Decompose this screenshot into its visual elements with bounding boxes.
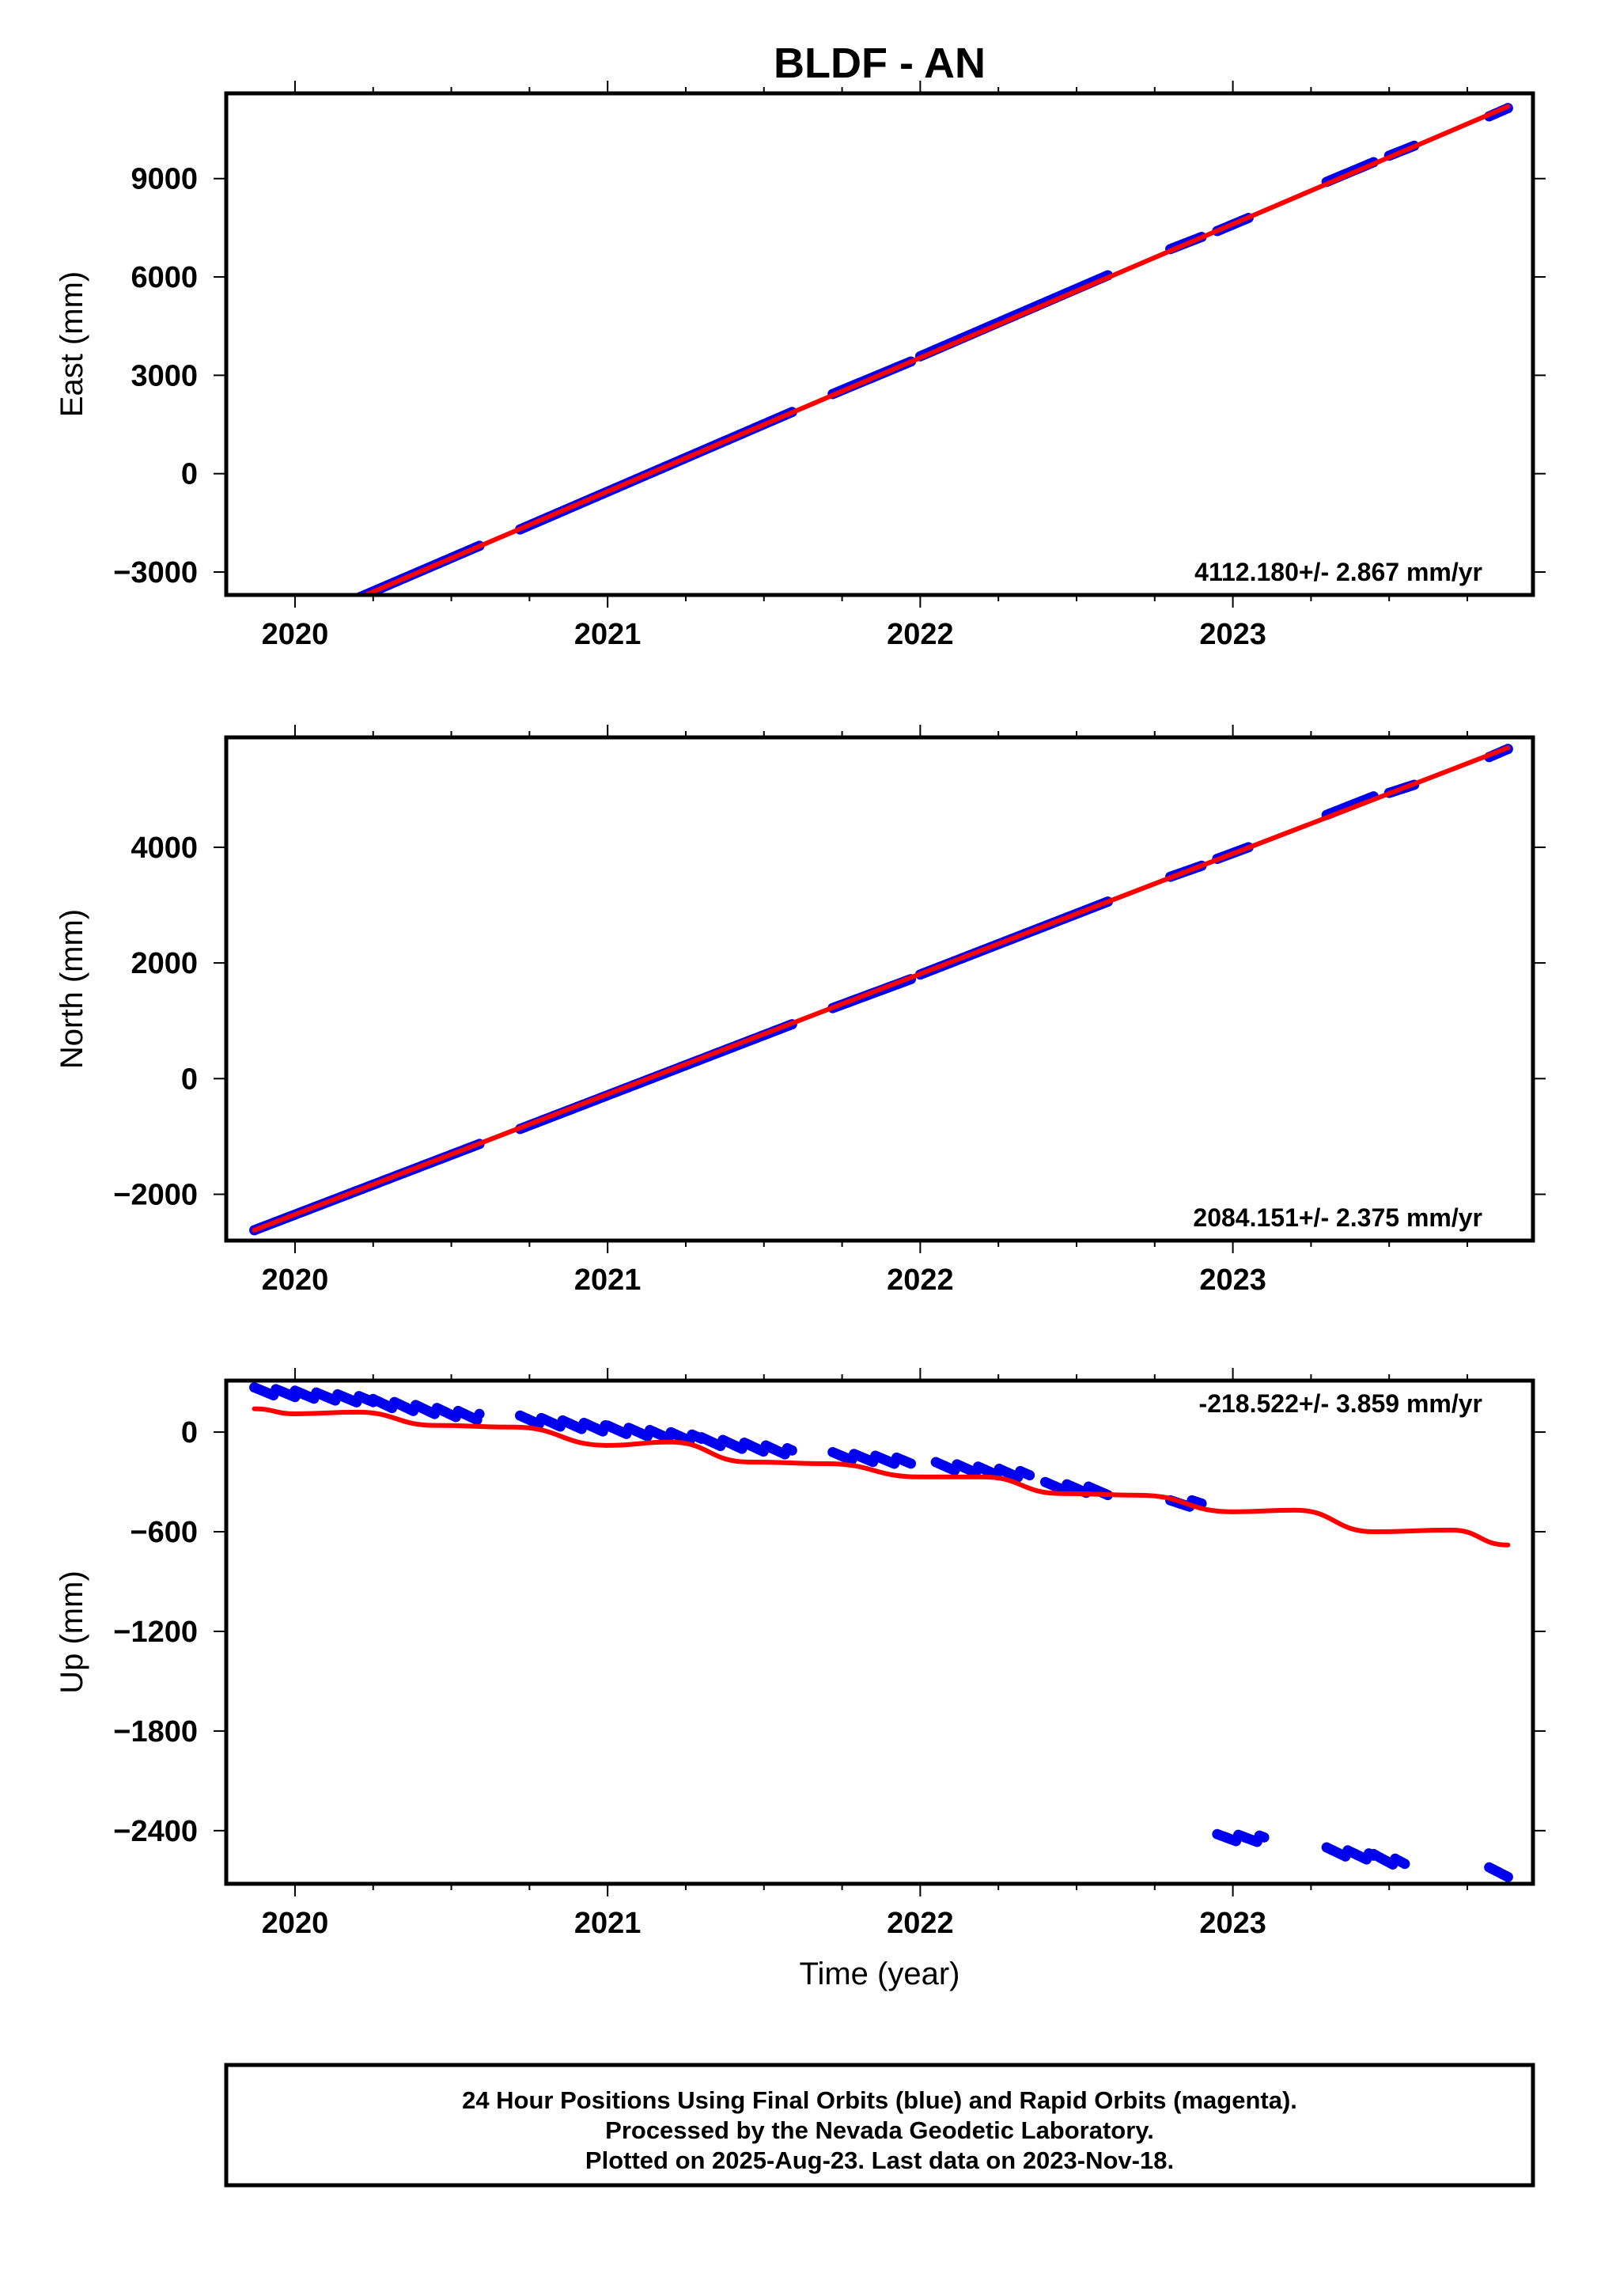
data-point: [325, 604, 335, 615]
footer-line-2: Processed by the Nevada Geodetic Laborat…: [605, 2116, 1154, 2144]
data-point: [335, 601, 345, 611]
rate-label: 2084.151+/- 2.375 mm/yr: [1193, 1203, 1482, 1232]
panel-2: 2020 2021 2022 2023 −2000 0 2000 4000 North (mm)…: [55, 725, 1546, 1297]
x-tick-label: 2022: [887, 1264, 954, 1297]
y-tick-label: 3000: [131, 359, 198, 392]
data-point: [906, 1458, 917, 1469]
plot-frame: [224, 735, 1535, 1243]
data-point: [337, 600, 347, 610]
data-point: [344, 597, 354, 607]
data-point: [332, 602, 343, 612]
x-tick-label: 2021: [574, 1907, 642, 1940]
data-point: [320, 607, 331, 617]
y-tick-label: 0: [181, 1416, 198, 1449]
model-line: [252, 1406, 1511, 1548]
rate-label: 4112.180+/- 2.867 mm/yr: [1194, 558, 1482, 586]
data-point: [339, 599, 350, 609]
y-tick-label: 0: [181, 1063, 198, 1096]
y-tick-label: 0: [181, 458, 198, 491]
x-axis-label: Time (year): [800, 1957, 960, 1991]
y-axis-label: North (mm): [55, 909, 89, 1069]
y-tick-label: −3000: [113, 556, 198, 589]
rate-label: -218.522+/- 3.859 mm/yr: [1199, 1389, 1482, 1418]
x-tick-label: 2021: [574, 618, 642, 651]
x-tick-label: 2022: [887, 618, 954, 651]
x-tick-label: 2020: [262, 618, 329, 651]
y-tick-label: −1200: [113, 1616, 198, 1649]
x-tick-label: 2023: [1199, 618, 1266, 651]
data-point: [249, 638, 259, 648]
panel-1: 2020 2021 2022 2023 −3000 0 3000 6000 9000 East (…: [55, 81, 1546, 651]
x-tick-label: 2022: [887, 1907, 954, 1940]
x-tick-label: 2021: [574, 1264, 642, 1297]
y-tick-label: −1800: [113, 1715, 198, 1749]
data-point: [323, 606, 333, 616]
data-point: [1258, 1832, 1270, 1843]
panel-3: 2020 2021 2022 2023 −2400 −1800 −1200 −600 0 Up (…: [55, 1368, 1546, 1940]
plot-frame: [224, 91, 1535, 597]
data-point: [1024, 1470, 1035, 1481]
y-tick-label: 4000: [131, 832, 198, 865]
data-point: [786, 1445, 797, 1456]
data-points: [249, 1382, 1513, 1882]
data-point: [327, 604, 338, 614]
data-point: [252, 636, 262, 646]
y-tick-label: −2400: [113, 1815, 198, 1848]
y-tick-label: −2000: [113, 1179, 198, 1212]
y-axis-label: East (mm): [55, 271, 89, 417]
panels: 2020 2021 2022 2023 −3000 0 3000 6000 9000 East (…: [55, 81, 1546, 1940]
x-tick-label: 2020: [262, 1264, 329, 1297]
data-point: [474, 1408, 485, 1419]
footer-line-1: 24 Hour Positions Using Final Orbits (bl…: [462, 2086, 1297, 2114]
x-tick-label: 2020: [262, 1907, 329, 1940]
model-line: [252, 745, 1511, 1233]
footer-box: [224, 2063, 1535, 2188]
x-tick-label: 2023: [1199, 1907, 1266, 1940]
data-point: [346, 596, 357, 606]
data-point: [1502, 1871, 1513, 1882]
y-tick-label: −600: [130, 1516, 198, 1549]
data-point: [342, 597, 352, 608]
chart-title: BLDF - AN: [774, 40, 986, 87]
data-point: [1399, 1858, 1410, 1870]
plot-frame: [224, 1378, 1535, 1886]
y-tick-label: 9000: [131, 163, 198, 196]
x-tick-label: 2023: [1199, 1264, 1266, 1297]
y-tick-label: 2000: [131, 947, 198, 980]
footer-line-3: Plotted on 2025-Aug-23. Last data on 202…: [585, 2146, 1174, 2174]
model-line: [359, 104, 1511, 595]
data-point: [330, 603, 340, 613]
data-point: [318, 608, 328, 618]
y-tick-label: 6000: [131, 261, 198, 294]
y-axis-label: Up (mm): [55, 1570, 89, 1694]
